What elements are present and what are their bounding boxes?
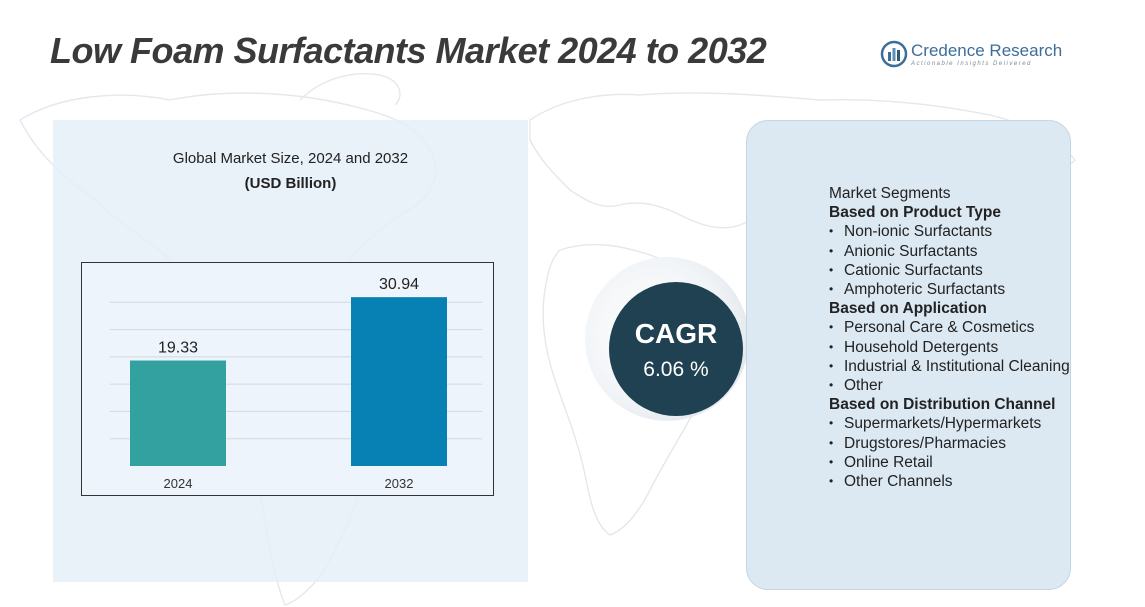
x-tick-label-2032: 2032 (385, 476, 414, 491)
segment-item: Online Retail (829, 453, 1074, 472)
brand-name: Credence Research (911, 41, 1063, 60)
bar-2024 (130, 360, 226, 466)
segment-item: Amphoteric Surfactants (829, 280, 1074, 299)
cagr-badge: CAGR 6.06 % (609, 282, 743, 416)
segment-item: Industrial & Institutional Cleaning (829, 357, 1074, 376)
page-title: Low Foam Surfactants Market 2024 to 2032 (50, 30, 767, 71)
segment-item: Other Channels (829, 472, 1074, 491)
segment-group-title-application: Based on Application (829, 300, 987, 318)
segment-item: Other (829, 376, 1074, 395)
x-tick-label-2024: 2024 (164, 476, 193, 491)
cagr-value: 6.06 % (643, 358, 709, 381)
market-size-panel: Global Market Size, 2024 and 2032 (USD B… (53, 120, 528, 582)
bar-chart: 19.33 2024 30.94 2032 (81, 262, 494, 496)
segment-group-title-product-type: Based on Product Type (829, 204, 1001, 222)
chart-title: Global Market Size, 2024 and 2032 (172, 150, 409, 167)
segment-item: Supermarkets/Hypermarkets (829, 414, 1074, 433)
bar-value-label-2032: 30.94 (379, 276, 419, 293)
chart-unit: (USD Billion) (244, 175, 337, 192)
cagr-label: CAGR (634, 318, 718, 349)
segment-item: Drugstores/Pharmacies (829, 434, 1074, 453)
segment-list-distribution-channel: Supermarkets/Hypermarkets Drugstores/Pha… (829, 414, 1074, 491)
bar-2032 (351, 297, 447, 466)
segment-item: Anionic Surfactants (829, 242, 1074, 261)
segment-list-product-type: Non-ionic Surfactants Anionic Surfactant… (829, 222, 1074, 299)
brand-logo-icon (880, 40, 908, 68)
segment-item: Cationic Surfactants (829, 261, 1074, 280)
market-segments-panel: Market Segments Based on Product Type No… (746, 120, 1071, 590)
segments-heading: Market Segments (829, 185, 951, 202)
segment-group-title-distribution-channel: Based on Distribution Channel (829, 396, 1056, 414)
segment-list-application: Personal Care & Cosmetics Household Dete… (829, 318, 1074, 395)
segment-item: Non-ionic Surfactants (829, 222, 1074, 241)
bar-value-label-2024: 19.33 (158, 340, 198, 357)
segment-item: Household Detergents (829, 338, 1074, 357)
bar-chart-canvas: 19.33 2024 30.94 2032 (110, 276, 482, 491)
segments-list: Market Segments Based on Product Type No… (829, 184, 1074, 491)
brand-tagline: Actionable Insights Delivered (911, 61, 1032, 67)
segment-item: Personal Care & Cosmetics (829, 318, 1074, 337)
